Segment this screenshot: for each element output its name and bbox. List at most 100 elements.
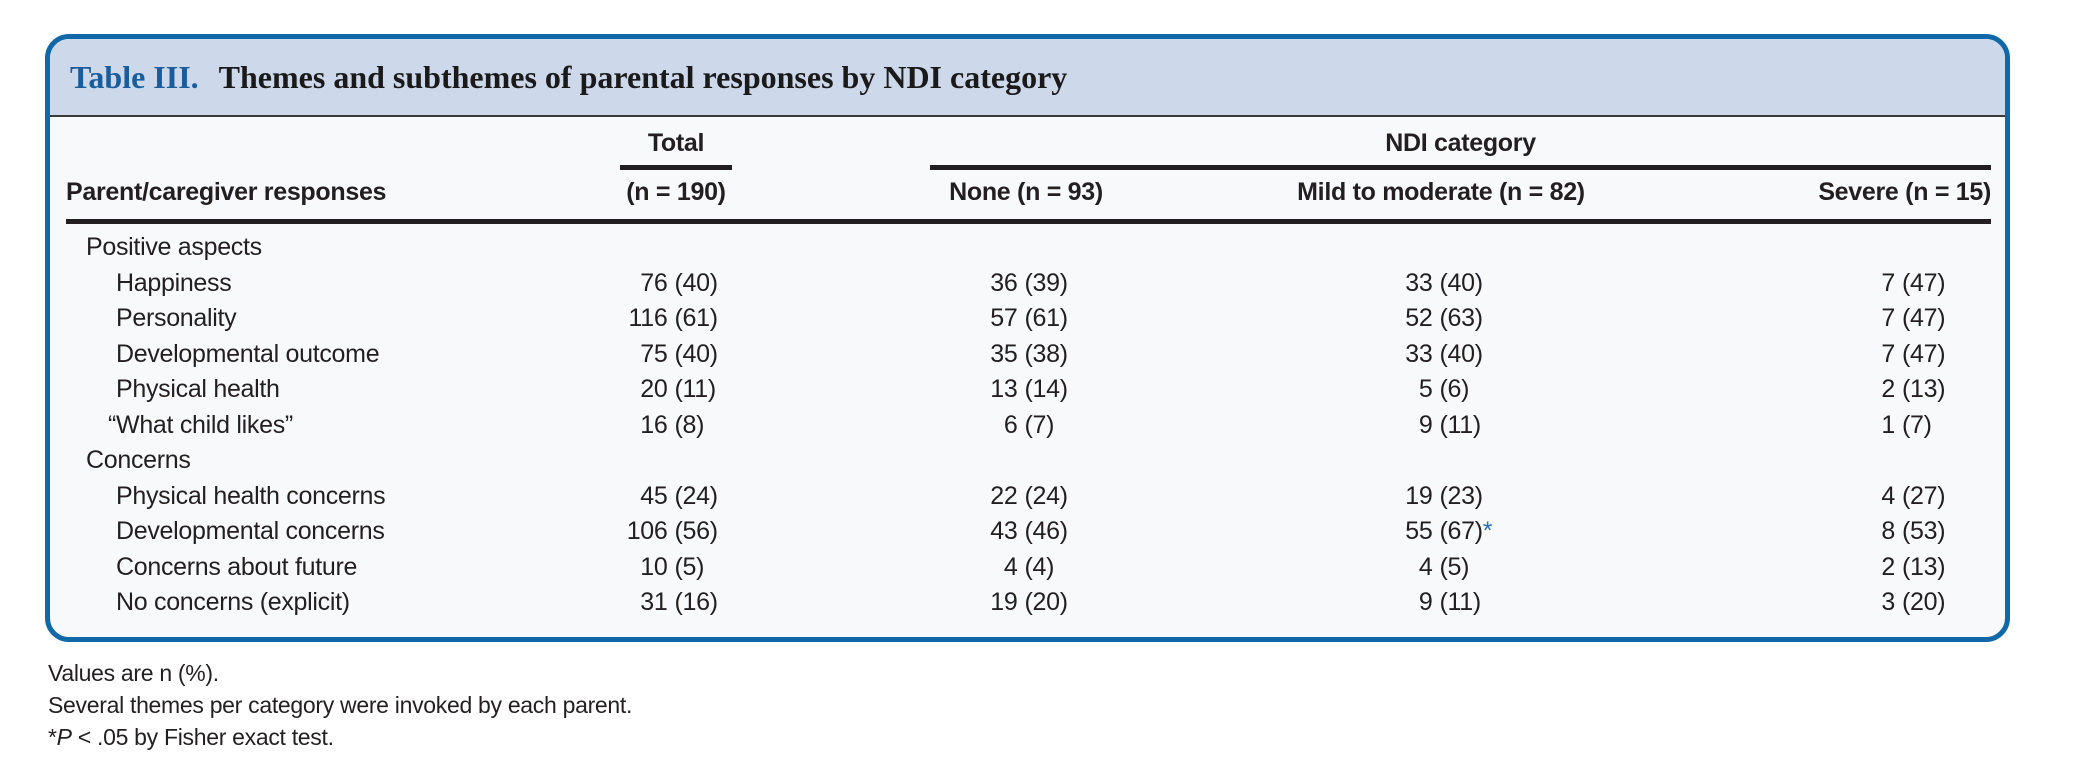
value-n-pct: 33 (40) [1387,340,1496,369]
table-row: Physical health 20 (11) 13 (14) 5 (6) 2 (13) [66,372,1991,408]
value-n: 19 [990,588,1018,617]
row-label: No concerns (explicit) [116,588,350,617]
table-column-headers: Total NDI category Parent/caregiver resp… [66,117,1991,224]
value-pct: (40) [674,268,719,297]
footnote-values: Values are n (%). [48,660,219,686]
value-n-pct: 45 (24) [622,482,731,511]
value-n-pct: 106 (56) [622,517,731,546]
cell-severe: 8 (53) [1666,517,1991,546]
value-n: 4 [1881,481,1895,510]
table-row: Personality 116 (61) 57 (61) 52 (63) 7 (47) [66,301,1991,337]
row-label: Concerns about future [116,552,358,581]
value-n-pct: 76 (40) [622,269,731,298]
value-n: 55 [1405,517,1433,546]
value-pct: (53) [1902,517,1946,546]
row-label: Physical health [116,375,280,404]
table-row: Positive aspects [66,230,1991,266]
cell-severe: 7 (47) [1666,269,1991,298]
value-n: 106 [626,517,668,546]
table-row: Concerns about future 10 (5) 4 (4) 4 (5) 2 (13) [66,550,1991,586]
cell-mild: 9 (11) [1216,411,1666,440]
value-pct: (11) [1439,410,1482,439]
cell-none: 13 (14) [836,375,1216,404]
value-n: 75 [640,339,668,368]
table-title-band: Table III. Themes and subthemes of paren… [50,39,2005,117]
value-n: 5 [1418,375,1433,404]
value-n: 16 [640,410,668,439]
cell-mild: 33 (40) [1216,269,1666,298]
cell-total: 45 (24) [516,482,836,511]
column-header-stub: Parent/caregiver responses [66,178,387,206]
cell-total: 31 (16) [516,588,836,617]
cell-none: 4 (4) [836,553,1216,582]
value-n: 43 [990,517,1018,546]
value-pct: (47) [1902,268,1946,297]
cell-none: 57 (61) [836,304,1216,333]
cell-severe: 3 (20) [1666,588,1991,617]
cell-severe: 4 (27) [1666,482,1991,511]
table-row: “What child likes” 16 (8) 6 (7) 9 (11) 1 (7) [66,408,1991,444]
cell-total: 16 (8) [516,411,836,440]
value-n: 36 [990,268,1018,297]
value-n: 19 [1405,481,1433,510]
value-n-pct: 75 (40) [622,340,731,369]
value-pct: (46) [1024,517,1069,546]
cell-severe: 7 (47) [1666,340,1991,369]
value-n-pct: 9 (11) [1387,588,1496,617]
row-label: Positive aspects [86,233,262,262]
value-n-pct: 2 (13) [1849,375,1958,404]
value-pct: (56) [674,517,719,546]
value-n: 7 [1881,304,1895,333]
cell-none: 22 (24) [836,482,1216,511]
value-pct: (11) [1439,588,1482,617]
value-n: 4 [1418,552,1433,581]
value-n: 116 [628,304,668,333]
value-n: 2 [1881,375,1895,404]
value-n: 33 [1405,339,1433,368]
value-pct: (47) [1902,339,1946,368]
value-pct: (61) [1024,304,1069,333]
cell-none: 35 (38) [836,340,1216,369]
row-label: Physical health concerns [116,481,386,510]
value-pct: (40) [674,339,719,368]
value-n-pct: 52 (63) [1387,304,1496,333]
column-group-row: Total NDI category [66,129,1991,170]
value-n-pct: 19 (23) [1387,482,1496,511]
value-pct: (20) [1024,588,1069,617]
value-pct: (5) [1439,552,1470,581]
value-pct: (27) [1902,481,1946,510]
cell-mild: 52 (63) [1216,304,1666,333]
cell-mild: 55 (67)* [1216,517,1666,546]
footnote-pvalue: *P < .05 by Fisher exact test. [48,721,632,753]
value-n-pct: 4 (27) [1849,482,1958,511]
footnote-themes: Several themes per category were invoked… [48,692,633,718]
column-header-severe: Severe (n = 15) [1818,178,1991,206]
cell-none: 19 (20) [836,588,1216,617]
value-n-pct: 19 (20) [972,588,1081,617]
table-content: Total NDI category Parent/caregiver resp… [50,117,2005,637]
value-n: 7 [1881,339,1895,368]
value-pct: (11) [674,375,717,404]
value-n: 1 [1881,410,1895,439]
value-pct: (8) [674,410,705,439]
cell-severe: 7 (47) [1666,304,1991,333]
value-pct: (39) [1024,268,1069,297]
value-n-pct: 7 (47) [1849,304,1958,333]
cell-mild: 5 (6) [1216,375,1666,404]
value-n-pct: 31 (16) [622,588,731,617]
value-pct: (7) [1024,410,1055,439]
value-pct: (38) [1024,339,1069,368]
value-n-pct: 7 (47) [1849,269,1958,298]
column-header-none: None (n = 93) [949,178,1103,206]
value-n: 2 [1881,552,1895,581]
value-n-pct: 16 (8) [622,411,731,440]
value-pct: (6) [1439,375,1470,404]
value-pct: (24) [1024,481,1069,510]
table-row: Developmental outcome 75 (40) 35 (38) 33 (40) 7… [66,337,1991,373]
table-footnotes: Values are n (%). Several themes per cat… [48,657,632,753]
table-row: Physical health concerns 45 (24) 22 (24) 19 (2… [66,479,1991,515]
value-n-pct: 9 (11) [1387,411,1496,440]
value-n: 31 [640,588,668,617]
column-header-row: Parent/caregiver responses (n = 190) Non… [66,178,1991,219]
ndi-group-label: NDI category [1385,129,1536,157]
